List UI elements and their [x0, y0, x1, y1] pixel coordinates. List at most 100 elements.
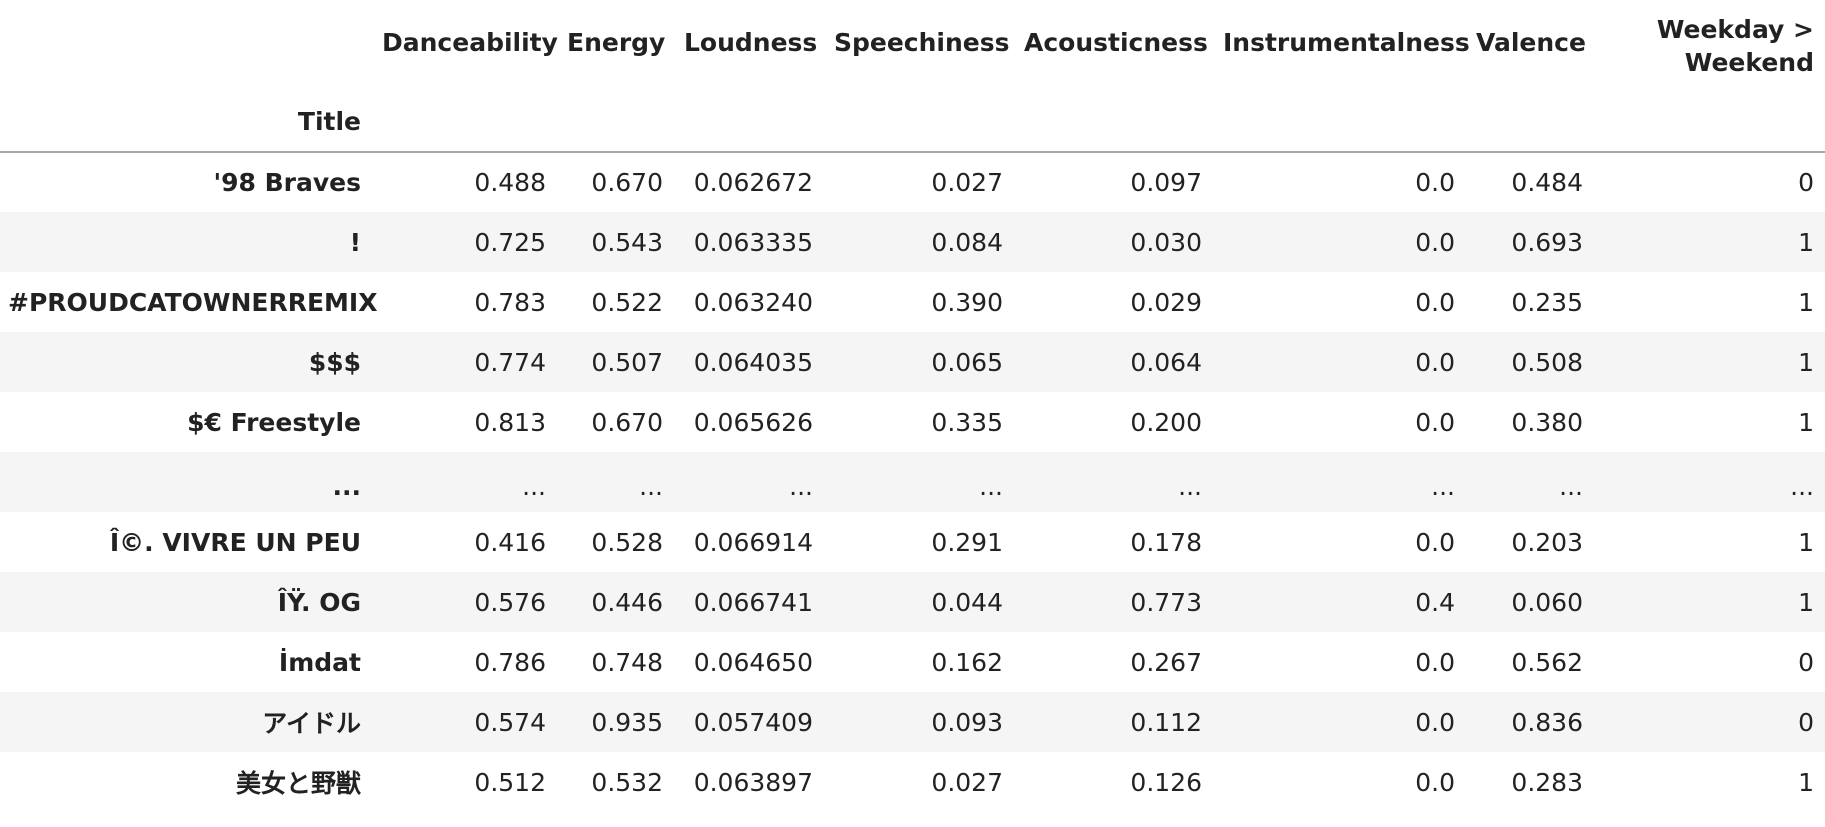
- cell-weekday-weekend: 1: [1798, 287, 1814, 317]
- table-row: İmdat 0.786 0.748 0.064650 0.162 0.267 0.0 0.56…: [0, 632, 1825, 692]
- cell-danceability: 0.416: [474, 527, 546, 557]
- cell-weekday-weekend: 1: [1798, 767, 1814, 797]
- cell-loudness: 0.064650: [693, 647, 813, 677]
- cell-danceability: 0.813: [474, 407, 546, 437]
- header-blank: [0, 0, 372, 88]
- cell-loudness: 0.063240: [693, 287, 813, 317]
- table-row: アイドル 0.574 0.935 0.057409 0.093 0.112 0.0 0.836…: [0, 692, 1825, 752]
- row-title: 美女と野獣: [235, 769, 361, 798]
- row-title: ÎŸ. OG: [277, 587, 361, 617]
- column-header-valence: Valence: [1476, 28, 1586, 57]
- cell-energy: 0.935: [591, 707, 663, 737]
- cell-weekday-weekend: 0: [1798, 707, 1814, 737]
- cell-acousticness: 0.064: [1130, 347, 1202, 377]
- cell-valence: 0.283: [1511, 767, 1583, 797]
- cell-valence: 0.380: [1511, 407, 1583, 437]
- table-row: Î©. VIVRE UN PEU 0.416 0.528 0.066914 0.291 0…: [0, 512, 1825, 572]
- cell-energy: 0.528: [591, 527, 663, 557]
- cell-valence: 0.693: [1511, 227, 1583, 257]
- cell-energy: 0.507: [591, 347, 663, 377]
- table-row: #PROUDCATOWNERREMIX 0.783 0.522 0.063240 0.3…: [0, 272, 1825, 332]
- cell-speechiness: 0.044: [931, 587, 1003, 617]
- cell-weekday-weekend: ...: [1790, 471, 1814, 501]
- cell-speechiness: 0.162: [931, 647, 1003, 677]
- cell-instrumentalness: 0.0: [1415, 407, 1455, 437]
- cell-energy: 0.522: [591, 287, 663, 317]
- cell-speechiness: 0.027: [931, 168, 1003, 197]
- cell-acousticness: 0.029: [1130, 287, 1202, 317]
- cell-danceability: 0.725: [474, 227, 546, 257]
- table-row: $€ Freestyle 0.813 0.670 0.065626 0.335 0.200…: [0, 392, 1825, 452]
- row-title: '98 Braves: [213, 168, 361, 197]
- cell-instrumentalness: 0.0: [1415, 287, 1455, 317]
- cell-danceability: 0.488: [474, 168, 546, 197]
- cell-acousticness: 0.126: [1130, 767, 1202, 797]
- cell-instrumentalness: 0.0: [1415, 168, 1455, 197]
- cell-acousticness: 0.773: [1130, 587, 1202, 617]
- cell-weekday-weekend: 1: [1798, 347, 1814, 377]
- cell-valence: 0.562: [1511, 647, 1583, 677]
- table-body: '98 Braves 0.488 0.670 0.062672 0.027 0.097 0.…: [0, 152, 1825, 812]
- row-title: ...: [332, 471, 362, 501]
- column-header-energy: Energy: [567, 28, 666, 57]
- cell-weekday-weekend: 1: [1798, 227, 1814, 257]
- column-header-speechiness: Speechiness: [834, 28, 1010, 57]
- cell-acousticness: 0.097: [1130, 168, 1202, 197]
- cell-speechiness: 0.291: [931, 527, 1003, 557]
- ellipsis-row: ...........................: [0, 452, 1825, 512]
- cell-energy: 0.532: [591, 767, 663, 797]
- cell-speechiness: 0.084: [931, 227, 1003, 257]
- cell-instrumentalness: 0.0: [1415, 347, 1455, 377]
- row-title: アイドル: [262, 709, 361, 738]
- cell-acousticness: 0.200: [1130, 407, 1202, 437]
- cell-valence: 0.836: [1511, 707, 1583, 737]
- table-row: $$$ 0.774 0.507 0.064035 0.065 0.064 0.0 0.508 1: [0, 332, 1825, 392]
- column-header-loudness: Loudness: [684, 28, 818, 57]
- table-row: '98 Braves 0.488 0.670 0.062672 0.027 0.097 0.…: [0, 152, 1825, 212]
- weekday-header-line1: Weekday >: [1656, 15, 1814, 44]
- cell-acousticness: 0.267: [1130, 647, 1202, 677]
- table-row: ! 0.725 0.543 0.063335 0.084 0.030 0.0 0.693 1: [0, 212, 1825, 272]
- cell-danceability: 0.786: [474, 647, 546, 677]
- cell-valence: 0.484: [1511, 168, 1583, 197]
- row-title: İmdat: [278, 647, 361, 677]
- cell-speechiness: 0.065: [931, 347, 1003, 377]
- cell-valence: 0.508: [1511, 347, 1583, 377]
- cell-instrumentalness: 0.0: [1415, 527, 1455, 557]
- index-header-row: Title: [0, 88, 1825, 153]
- cell-acousticness: ...: [1178, 471, 1202, 501]
- cell-acousticness: 0.030: [1130, 227, 1202, 257]
- index-name-title: Title: [0, 88, 372, 153]
- cell-loudness: 0.066741: [693, 587, 813, 617]
- cell-energy: 0.446: [591, 587, 663, 617]
- column-header-weekday-weekend: Weekday > Weekend: [1594, 0, 1825, 88]
- row-title: #PROUDCATOWNERREMIX: [8, 287, 378, 317]
- cell-weekday-weekend: 1: [1798, 587, 1814, 617]
- cell-danceability: 0.512: [474, 767, 546, 797]
- cell-speechiness: 0.335: [931, 407, 1003, 437]
- table-header: Danceability Energy Loudness Speechiness…: [0, 0, 1825, 153]
- cell-valence: 0.060: [1511, 587, 1583, 617]
- cell-danceability: 0.574: [474, 707, 546, 737]
- row-title: !: [349, 227, 361, 257]
- cell-instrumentalness: 0.0: [1415, 647, 1455, 677]
- cell-valence: 0.203: [1511, 527, 1583, 557]
- cell-loudness: 0.062672: [693, 168, 813, 197]
- cell-energy: ...: [639, 471, 663, 501]
- row-title: $$$: [308, 347, 361, 377]
- cell-weekday-weekend: 1: [1798, 527, 1814, 557]
- cell-loudness: 0.063897: [693, 767, 813, 797]
- cell-instrumentalness: ...: [1431, 471, 1455, 501]
- weekday-header-line2: Weekend: [1684, 48, 1814, 77]
- cell-speechiness: ...: [979, 471, 1003, 501]
- cell-speechiness: 0.390: [931, 287, 1003, 317]
- cell-loudness: 0.064035: [693, 347, 813, 377]
- cell-speechiness: 0.093: [931, 707, 1003, 737]
- column-header-acousticness: Acousticness: [1024, 28, 1208, 57]
- cell-instrumentalness: 0.0: [1415, 707, 1455, 737]
- cell-loudness: ...: [789, 471, 813, 501]
- cell-danceability: ...: [522, 471, 546, 501]
- cell-weekday-weekend: 0: [1798, 168, 1814, 197]
- cell-loudness: 0.063335: [693, 227, 813, 257]
